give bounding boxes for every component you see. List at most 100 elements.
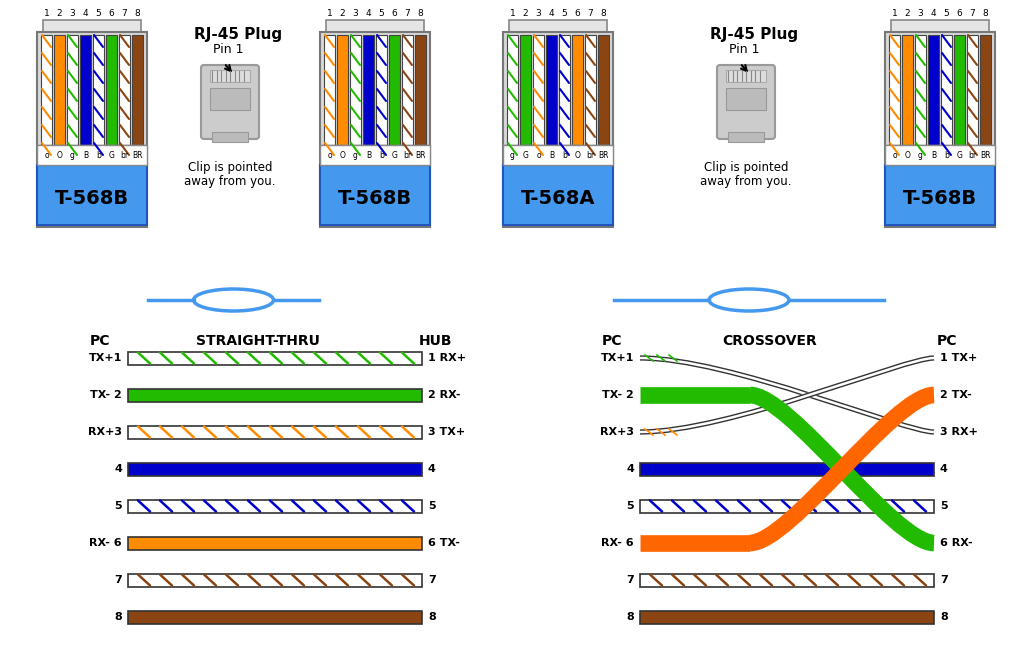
Bar bbox=[37, 32, 147, 227]
Text: G: G bbox=[109, 151, 115, 159]
Text: 1: 1 bbox=[327, 9, 333, 18]
Text: 2: 2 bbox=[56, 9, 62, 18]
Text: away from you.: away from you. bbox=[184, 176, 275, 188]
Text: RX- 6: RX- 6 bbox=[89, 538, 122, 548]
Text: TX- 2: TX- 2 bbox=[602, 390, 634, 400]
Text: 1: 1 bbox=[44, 9, 49, 18]
Text: g: g bbox=[510, 151, 515, 159]
Text: PC: PC bbox=[602, 334, 623, 348]
Bar bbox=[128, 426, 422, 438]
Text: 3: 3 bbox=[70, 9, 76, 18]
Text: b: b bbox=[96, 151, 101, 159]
Text: O: O bbox=[574, 151, 581, 159]
Text: 4: 4 bbox=[428, 464, 436, 474]
Bar bbox=[389, 35, 400, 145]
Text: 3 RX+: 3 RX+ bbox=[940, 427, 978, 437]
Text: b: b bbox=[944, 151, 949, 159]
Text: G: G bbox=[522, 151, 528, 159]
Text: br: br bbox=[403, 151, 412, 159]
Bar bbox=[212, 132, 248, 142]
Bar bbox=[598, 35, 609, 145]
FancyBboxPatch shape bbox=[201, 65, 259, 139]
Text: 3: 3 bbox=[536, 9, 542, 18]
Text: 7: 7 bbox=[588, 9, 593, 18]
Text: 3: 3 bbox=[918, 9, 924, 18]
Bar bbox=[520, 35, 531, 145]
Text: 8: 8 bbox=[940, 612, 948, 622]
Text: 5: 5 bbox=[561, 9, 567, 18]
Bar bbox=[80, 35, 91, 145]
Bar bbox=[43, 20, 141, 32]
Text: T-568B: T-568B bbox=[338, 190, 412, 208]
Bar bbox=[376, 35, 387, 145]
Bar bbox=[128, 500, 422, 512]
Text: g: g bbox=[70, 151, 75, 159]
Text: RJ-45 Plug: RJ-45 Plug bbox=[194, 27, 282, 42]
Bar bbox=[37, 165, 147, 225]
Text: 4: 4 bbox=[549, 9, 554, 18]
Text: 2 TX-: 2 TX- bbox=[940, 390, 972, 400]
Text: o: o bbox=[44, 151, 49, 159]
Text: g: g bbox=[353, 151, 358, 159]
Text: o: o bbox=[328, 151, 332, 159]
Bar bbox=[967, 35, 978, 145]
Text: B: B bbox=[83, 151, 88, 159]
Bar bbox=[941, 35, 952, 145]
Bar bbox=[915, 35, 926, 145]
Text: 6: 6 bbox=[109, 9, 115, 18]
Text: Pin 1: Pin 1 bbox=[729, 43, 759, 56]
Text: 8: 8 bbox=[134, 9, 140, 18]
Bar bbox=[509, 20, 607, 32]
Bar bbox=[954, 35, 965, 145]
Text: 5: 5 bbox=[379, 9, 384, 18]
Text: 7: 7 bbox=[122, 9, 127, 18]
Bar bbox=[726, 88, 766, 110]
Bar bbox=[119, 35, 130, 145]
Text: TX+1: TX+1 bbox=[601, 353, 634, 363]
Bar bbox=[640, 574, 934, 586]
Text: RX- 6: RX- 6 bbox=[601, 538, 634, 548]
Bar bbox=[402, 35, 413, 145]
Text: 2: 2 bbox=[904, 9, 910, 18]
Text: TX+1: TX+1 bbox=[89, 353, 122, 363]
Text: 2: 2 bbox=[340, 9, 345, 18]
Bar bbox=[337, 35, 348, 145]
Text: 5: 5 bbox=[940, 501, 947, 511]
Text: g: g bbox=[919, 151, 923, 159]
Text: 6 RX-: 6 RX- bbox=[940, 538, 973, 548]
Bar bbox=[885, 165, 995, 225]
Text: HUB: HUB bbox=[418, 334, 452, 348]
Text: 2: 2 bbox=[522, 9, 528, 18]
Bar bbox=[132, 35, 143, 145]
Bar bbox=[319, 32, 430, 227]
Text: 7: 7 bbox=[940, 575, 948, 585]
Bar bbox=[572, 35, 583, 145]
Bar bbox=[37, 145, 147, 165]
Text: BR: BR bbox=[598, 151, 608, 159]
Text: 5: 5 bbox=[627, 501, 634, 511]
Bar bbox=[319, 165, 430, 225]
Bar bbox=[503, 165, 613, 225]
Text: o: o bbox=[892, 151, 897, 159]
Bar bbox=[885, 145, 995, 165]
Text: STRAIGHT-THRU: STRAIGHT-THRU bbox=[196, 334, 319, 348]
Text: 6: 6 bbox=[391, 9, 397, 18]
Text: Pin 1: Pin 1 bbox=[213, 43, 244, 56]
Text: 6: 6 bbox=[574, 9, 581, 18]
Bar bbox=[326, 20, 424, 32]
Text: O: O bbox=[904, 151, 910, 159]
Text: O: O bbox=[340, 151, 345, 159]
Bar bbox=[728, 132, 764, 142]
Text: 5: 5 bbox=[115, 501, 122, 511]
Text: 2 RX-: 2 RX- bbox=[428, 390, 461, 400]
Text: b: b bbox=[379, 151, 384, 159]
Text: 4: 4 bbox=[931, 9, 936, 18]
Text: O: O bbox=[56, 151, 62, 159]
Text: 8: 8 bbox=[601, 9, 606, 18]
Bar bbox=[503, 32, 613, 227]
Text: 5: 5 bbox=[944, 9, 949, 18]
Bar bbox=[507, 35, 518, 145]
Bar bbox=[106, 35, 117, 145]
Bar bbox=[128, 352, 422, 364]
Bar bbox=[891, 20, 989, 32]
